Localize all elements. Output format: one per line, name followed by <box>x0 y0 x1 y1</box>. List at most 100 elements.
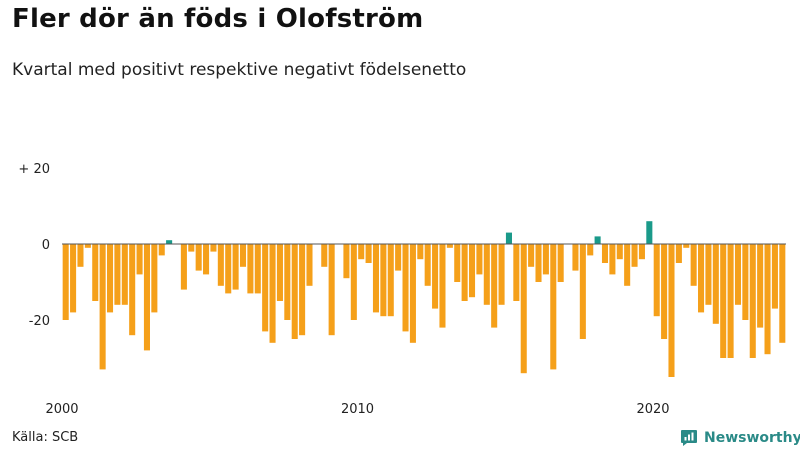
bar <box>771 244 778 309</box>
bar <box>372 244 380 313</box>
bar <box>601 244 609 263</box>
bar <box>668 244 675 377</box>
bar <box>129 244 136 336</box>
y-tick-label: + 20 <box>18 162 50 177</box>
y-tick-label: 0 <box>42 238 50 253</box>
bar <box>742 244 749 320</box>
bar <box>217 244 224 286</box>
bar <box>432 244 439 309</box>
brand-name: Newsworthy <box>704 430 800 446</box>
bar <box>476 244 483 275</box>
newsworthy-logo: Newsworthy <box>680 427 800 449</box>
bar <box>690 244 697 286</box>
bar <box>587 244 594 256</box>
bar <box>417 244 424 260</box>
bar <box>254 244 261 294</box>
bar <box>343 244 350 279</box>
bar <box>572 244 579 271</box>
bar <box>498 244 505 305</box>
bar <box>291 244 298 339</box>
bar <box>114 244 121 305</box>
bar <box>513 244 520 301</box>
bar <box>70 244 77 313</box>
bar <box>698 244 705 313</box>
bar <box>542 244 549 275</box>
bar <box>727 244 734 358</box>
bar <box>638 244 645 260</box>
bar <box>646 221 653 244</box>
x-tick-label: 2000 <box>45 402 78 417</box>
x-axis-labels: 2000 2010 2020 <box>45 402 669 417</box>
bar <box>106 244 114 313</box>
bar <box>757 244 764 328</box>
bar <box>631 244 638 267</box>
bar <box>195 244 202 271</box>
bar <box>276 244 283 301</box>
bar <box>299 244 306 336</box>
bar <box>616 244 623 260</box>
x-tick-label: 2020 <box>636 402 669 417</box>
bar <box>557 244 564 282</box>
chart-subtitle: Kvartal med positivt respektive negativt… <box>12 60 467 80</box>
source-note: Källa: SCB <box>12 430 79 445</box>
bar <box>306 244 313 286</box>
bar <box>720 244 727 358</box>
bar <box>550 244 557 370</box>
bar <box>520 244 527 374</box>
bar <box>579 244 586 339</box>
bar <box>358 244 365 260</box>
bar <box>321 244 328 267</box>
bar <box>225 244 232 294</box>
bar <box>505 232 512 244</box>
bar <box>247 244 254 294</box>
bar <box>269 244 276 343</box>
bar <box>439 244 446 328</box>
bar <box>535 244 542 282</box>
bar <box>77 244 84 267</box>
bar <box>675 244 682 263</box>
bar <box>705 244 712 305</box>
bar <box>683 244 690 248</box>
bar <box>712 244 719 324</box>
bar <box>779 244 786 343</box>
x-tick-label: 2010 <box>341 402 374 417</box>
bar <box>424 244 431 286</box>
bar <box>661 244 668 339</box>
bar <box>158 244 165 256</box>
bar <box>84 244 91 248</box>
chart-title: Fler dör än föds i Olofström <box>12 4 424 34</box>
bar <box>166 240 173 244</box>
bar <box>624 244 631 286</box>
bar <box>609 244 616 275</box>
bar <box>653 244 660 317</box>
bar <box>62 244 69 320</box>
bar <box>350 244 357 320</box>
bar <box>734 244 742 305</box>
bar <box>483 244 490 305</box>
bar <box>491 244 498 328</box>
bar <box>395 244 402 271</box>
bar <box>203 244 210 275</box>
bar <box>239 244 247 267</box>
bar <box>143 244 150 351</box>
bar <box>92 244 99 301</box>
bar <box>136 244 143 275</box>
bar <box>387 244 394 317</box>
y-tick-label: -20 <box>29 314 50 329</box>
bar <box>232 244 239 290</box>
bars <box>62 221 786 377</box>
bar <box>468 244 476 298</box>
bar <box>528 244 535 267</box>
bar <box>121 244 128 305</box>
bar <box>446 244 453 248</box>
y-axis-labels: + 20 0 -20 <box>18 162 50 329</box>
bar <box>380 244 387 317</box>
bar <box>594 236 601 244</box>
bar <box>262 244 269 332</box>
bar <box>365 244 372 263</box>
newsworthy-icon <box>681 430 697 446</box>
bar <box>151 244 158 313</box>
bar <box>461 244 468 301</box>
bar <box>402 244 409 332</box>
bar <box>99 244 106 370</box>
